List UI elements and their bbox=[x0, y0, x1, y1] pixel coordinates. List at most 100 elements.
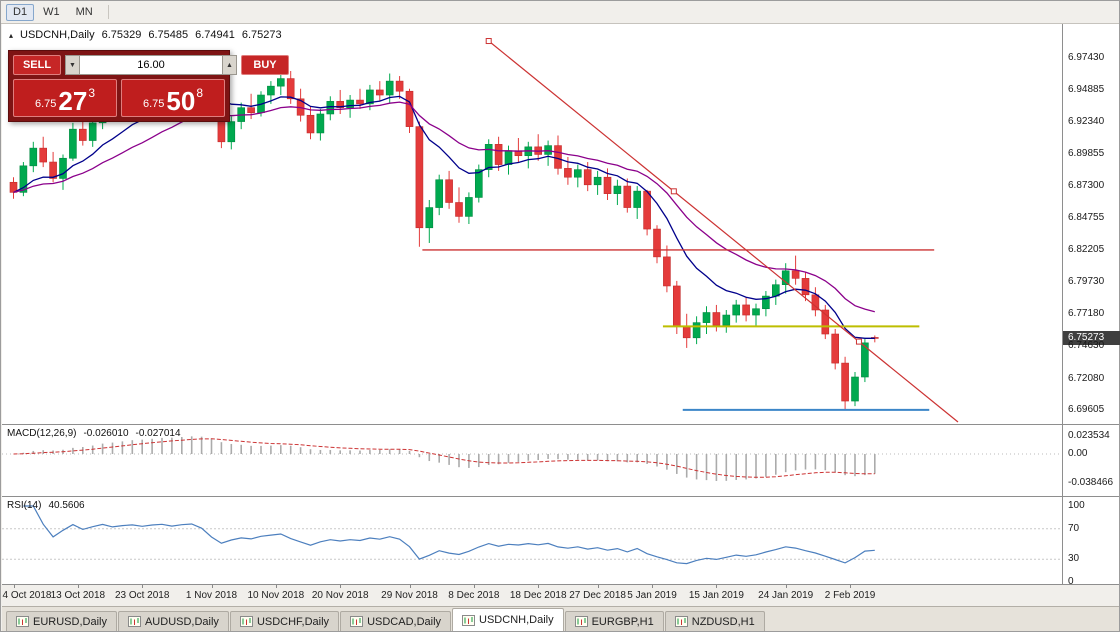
tab-eurusd-daily[interactable]: EURUSD,Daily bbox=[6, 611, 117, 631]
ma-slow-line bbox=[13, 101, 875, 313]
candle bbox=[851, 371, 859, 407]
trade-panel-controls: SELL ▼ ▲ BUY bbox=[13, 55, 289, 75]
candle bbox=[29, 141, 38, 173]
candle bbox=[593, 170, 602, 195]
candle bbox=[276, 73, 285, 96]
candle bbox=[405, 88, 414, 133]
volume-increase-button[interactable]: ▲ bbox=[222, 55, 237, 75]
date-axis-tick bbox=[473, 585, 475, 588]
timeframe-button-mn[interactable]: MN bbox=[69, 4, 100, 21]
candle bbox=[465, 192, 473, 224]
tab-usdchf-daily[interactable]: USDCHF,Daily bbox=[229, 611, 340, 631]
tab-label: EURGBP,H1 bbox=[591, 615, 654, 628]
price-scale-label: 6.94885 bbox=[1068, 84, 1105, 96]
tab-audusd-daily[interactable]: AUDUSD,Daily bbox=[117, 611, 229, 631]
macd-indicator-name: MACD(12,26,9) bbox=[7, 428, 77, 439]
candle bbox=[732, 299, 741, 323]
volume-input[interactable] bbox=[80, 55, 222, 75]
tab-label: EURUSD,Daily bbox=[33, 615, 107, 628]
candle bbox=[455, 187, 463, 223]
date-axis-label: 8 Dec 2018 bbox=[448, 590, 500, 601]
date-axis-tick bbox=[340, 585, 342, 588]
candle bbox=[425, 199, 434, 243]
date-axis-label: 15 Jan 2019 bbox=[688, 590, 744, 601]
date-axis-tick bbox=[538, 585, 540, 588]
sell-price-small: 6.75 bbox=[34, 98, 57, 110]
tab-label: USDCNH,Daily bbox=[479, 614, 554, 626]
timeframe-toolbar: D1 W1 MN bbox=[1, 1, 1119, 24]
ohlc-open: 6.75329 bbox=[101, 29, 142, 41]
toolbar-separator bbox=[107, 5, 109, 19]
sell-button[interactable]: SELL bbox=[13, 55, 61, 75]
price-scale-label: 6.72080 bbox=[1068, 372, 1105, 384]
candle bbox=[346, 95, 354, 118]
candle bbox=[336, 89, 345, 114]
candle bbox=[445, 170, 453, 209]
tab-label: USDCHF,Daily bbox=[256, 615, 330, 628]
chart-region: ▴ USDCNH,Daily 6.75329 6.75485 6.74941 6… bbox=[2, 24, 1120, 606]
tab-nzdusd-h1[interactable]: NZDUSD,H1 bbox=[664, 611, 765, 631]
date-axis-label: 1 Nov 2018 bbox=[185, 590, 238, 601]
chart-tab-icon bbox=[127, 616, 141, 627]
date-axis-tick bbox=[13, 585, 15, 588]
scale-splitter bbox=[1063, 424, 1119, 425]
volume-decrease-button[interactable]: ▼ bbox=[65, 55, 80, 75]
date-axis-label: 27 Dec 2018 bbox=[569, 590, 626, 601]
timeframe-button-w1[interactable]: W1 bbox=[36, 4, 67, 21]
candle bbox=[435, 174, 444, 216]
candle bbox=[544, 140, 552, 166]
tab-usdcad-daily[interactable]: USDCAD,Daily bbox=[340, 611, 452, 631]
chart-tab-icon bbox=[239, 616, 253, 627]
rsi-scale-label: 30 bbox=[1068, 553, 1080, 565]
rsi-indicator-label: RSI(14) 40.5606 bbox=[7, 500, 85, 511]
candle bbox=[286, 70, 295, 104]
buy-price-box[interactable]: 6.75 50 8 bbox=[121, 79, 225, 117]
candle bbox=[415, 121, 424, 247]
date-axis-tick bbox=[597, 585, 599, 588]
price-scale-label: 6.89855 bbox=[1068, 147, 1105, 159]
candle bbox=[722, 309, 731, 333]
date-axis-tick bbox=[211, 585, 213, 588]
date-axis-tick bbox=[785, 585, 787, 588]
sell-price-box[interactable]: 6.75 27 3 bbox=[13, 79, 117, 117]
timeframe-button-d1[interactable]: D1 bbox=[6, 3, 35, 21]
candle bbox=[306, 106, 315, 140]
tab-label: AUDUSD,Daily bbox=[144, 615, 219, 628]
date-axis-label: 24 Jan 2019 bbox=[758, 590, 814, 601]
candle bbox=[752, 303, 760, 327]
tab-label: NZDUSD,H1 bbox=[691, 615, 755, 628]
chart-tab-icon bbox=[674, 616, 688, 627]
buy-button[interactable]: BUY bbox=[241, 55, 289, 75]
current-price-tag: 6.75273 bbox=[1063, 331, 1120, 346]
trendline-midpoint-handle[interactable] bbox=[670, 188, 677, 195]
date-axis[interactable]: 4 Oct 2018 13 Oct 2018 23 Oct 2018 1 Nov 20… bbox=[2, 584, 1119, 606]
one-click-trading-panel: SELL ▼ ▲ BUY 6.75 27 3 6.75 50 8 bbox=[8, 50, 289, 122]
trendline-anchor-handle[interactable] bbox=[855, 338, 862, 345]
chart-marker-icon: ▴ bbox=[9, 30, 14, 40]
trendline-object[interactable] bbox=[488, 40, 959, 423]
candle bbox=[663, 245, 671, 293]
rsi-line bbox=[23, 505, 875, 565]
candle bbox=[484, 139, 493, 178]
candle bbox=[267, 81, 275, 104]
buy-price-big: 50 bbox=[166, 86, 196, 116]
chart-tab-icon bbox=[574, 616, 588, 627]
date-axis-tick bbox=[142, 585, 144, 588]
candle bbox=[59, 154, 67, 190]
tab-usdcnh-daily[interactable]: USDCNH,Daily bbox=[452, 608, 564, 631]
macd-main-value: -0.026010 bbox=[83, 428, 129, 439]
date-axis-label: 20 Nov 2018 bbox=[311, 590, 369, 601]
trendline-anchor-handle[interactable] bbox=[485, 38, 492, 45]
ohlc-low: 6.74941 bbox=[195, 29, 235, 41]
rsi-scale-label: 100 bbox=[1068, 500, 1085, 511]
candle bbox=[623, 178, 632, 213]
tab-label: USDCAD,Daily bbox=[367, 615, 442, 628]
candle bbox=[39, 136, 48, 168]
candle bbox=[841, 356, 849, 410]
price-scale[interactable]: 6.75273 6.97430 6.94885 6.92340 6.89855 6.87… bbox=[1062, 24, 1120, 587]
macd-indicator-label: MACD(12,26,9) -0.026010 -0.027014 bbox=[7, 428, 181, 439]
date-axis-label: 2 Feb 2019 bbox=[824, 590, 876, 601]
date-axis-tick bbox=[850, 585, 852, 588]
tab-eurgbp-h1[interactable]: EURGBP,H1 bbox=[564, 611, 664, 631]
